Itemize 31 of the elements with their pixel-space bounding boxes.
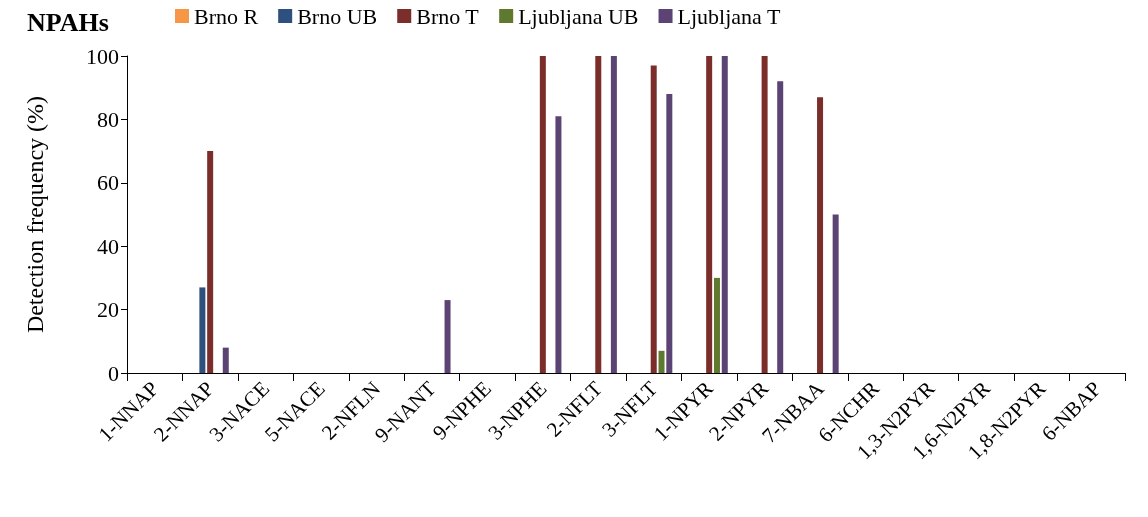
legend-label: Brno UB [297, 3, 378, 29]
legend-label: Ljubljana UB [518, 3, 639, 29]
bar [761, 56, 768, 373]
y-tick-label: 20 [97, 297, 119, 323]
y-axis-title: Detection frequency (%) [22, 95, 48, 334]
bar [444, 300, 451, 373]
bar [207, 151, 214, 373]
bar [817, 97, 824, 373]
chart-title: NPAHs [27, 7, 109, 37]
bar [539, 56, 546, 373]
bar [222, 347, 229, 373]
legend-label: Brno R [194, 3, 259, 29]
bar [555, 116, 562, 373]
y-tick-label: 0 [108, 360, 119, 386]
bar [713, 277, 720, 373]
bar [650, 65, 657, 373]
bar [658, 350, 665, 373]
bar [706, 56, 713, 373]
y-tick-label: 40 [97, 233, 119, 259]
bar [595, 56, 602, 373]
bar [199, 287, 206, 373]
bar [610, 56, 617, 373]
y-tick-label: 60 [97, 170, 119, 196]
y-tick-label: 80 [97, 106, 119, 132]
bar [721, 56, 728, 373]
y-tick-label: 100 [86, 43, 119, 69]
legend-label: Brno T [416, 3, 480, 29]
bar [666, 94, 673, 373]
bar [777, 81, 784, 373]
legend-label: Ljubljana T [677, 3, 781, 29]
bar [832, 214, 839, 373]
